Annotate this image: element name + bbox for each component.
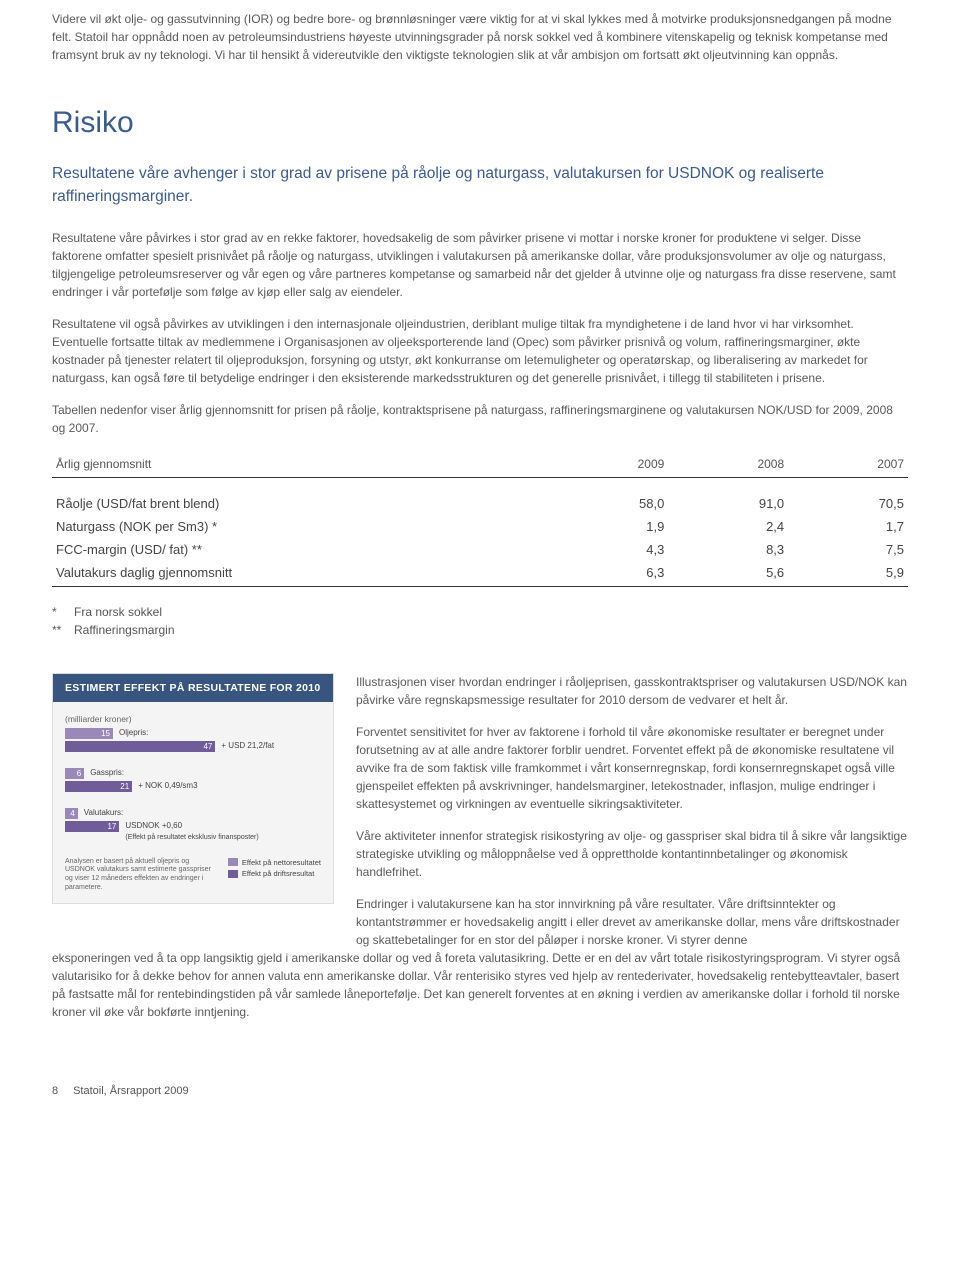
legend-swatch-net (228, 858, 238, 866)
bar-group-label: Valutakurs: (84, 808, 123, 817)
bar-oper: 47 (65, 741, 215, 752)
table-header-2007: 2007 (788, 451, 908, 478)
page-number: 8 (52, 1085, 70, 1097)
right-paragraph-3: Våre aktiviteter innenfor strategisk ris… (356, 827, 908, 881)
table-row: Råolje (USD/fat brent blend) 58,0 91,0 7… (52, 477, 908, 515)
table-footnotes: *Fra norsk sokkel **Raffineringsmargin (52, 605, 908, 637)
chart-bar-group: 6 Gasspris: 21 + NOK 0,49/sm3 (65, 768, 321, 792)
section-paragraph-2: Resultatene vil også påvirkes av utvikli… (52, 315, 908, 387)
right-paragraph-4b: eksponeringen ved å ta opp langsiktig gj… (52, 949, 908, 1021)
right-paragraph-1: Illustrasjonen viser hvordan endringer i… (356, 673, 908, 709)
bar-group-sublabel: USDNOK +0,60 (125, 821, 182, 830)
chart-legend: Effekt på nettoresultatet Effekt på drif… (228, 858, 321, 893)
bar-group-sublabel-2: (Effekt på resultatet eksklusiv finanspo… (125, 834, 258, 842)
section-paragraph-3: Tabellen nedenfor viser årlig gjennomsni… (52, 401, 908, 437)
bar-net: 4 (65, 808, 78, 819)
right-paragraph-4a: Endringer i valutakursene kan ha stor in… (356, 895, 908, 949)
annual-averages-table: Årlig gjennomsnitt 2009 2008 2007 Råolje… (52, 451, 908, 587)
table-row: Naturgass (NOK per Sm3) * 1,9 2,4 1,7 (52, 515, 908, 538)
bar-net: 6 (65, 768, 84, 779)
section-title-risiko: Risiko (52, 106, 908, 140)
table-header-label: Årlig gjennomsnitt (52, 451, 548, 478)
table-header-2009: 2009 (548, 451, 668, 478)
bar-net: 15 (65, 728, 113, 739)
table-header-2008: 2008 (668, 451, 788, 478)
intro-paragraph: Videre vil økt olje- og gassutvinning (I… (52, 10, 908, 64)
chart-unit-label: (milliarder kroner) (65, 714, 321, 724)
illustration-text: Illustrasjonen viser hvordan endringer i… (356, 673, 908, 949)
chart-bar-group: 15 Oljepris: 47 + USD 21,2/fat (65, 728, 321, 752)
bar-group-label: Gasspris: (90, 768, 124, 777)
bar-group-sublabel: + USD 21,2/fat (221, 741, 274, 750)
table-row: FCC-margin (USD/ fat) ** 4,3 8,3 7,5 (52, 538, 908, 561)
chart-analysis-note: Analysen er basert på aktuell oljepris o… (65, 858, 218, 893)
right-paragraph-2: Forventet sensitivitet for hver av fakto… (356, 723, 908, 813)
chart-bar-group: 4 Valutakurs: 17 USDNOK +0,60 (Effekt på res… (65, 808, 321, 842)
table-row: Valutakurs daglig gjennomsnitt 6,3 5,6 5… (52, 561, 908, 587)
bar-oper: 21 (65, 781, 132, 792)
bar-group-label: Oljepris: (119, 728, 148, 737)
doc-title: Statoil, Årsrapport 2009 (73, 1085, 189, 1097)
bar-oper: 17 (65, 821, 119, 832)
sensitivity-chart: ESTIMERT EFFEKT PÅ RESULTATENE FOR 2010 … (52, 673, 334, 904)
bar-group-sublabel: + NOK 0,49/sm3 (138, 781, 197, 790)
section-lead: Resultatene våre avhenger i stor grad av… (52, 162, 908, 209)
page-footer: 8 Statoil, Årsrapport 2009 (52, 1085, 908, 1097)
section-paragraph-1: Resultatene våre påvirkes i stor grad av… (52, 229, 908, 301)
chart-title: ESTIMERT EFFEKT PÅ RESULTATENE FOR 2010 (53, 674, 333, 702)
legend-swatch-oper (228, 870, 238, 878)
